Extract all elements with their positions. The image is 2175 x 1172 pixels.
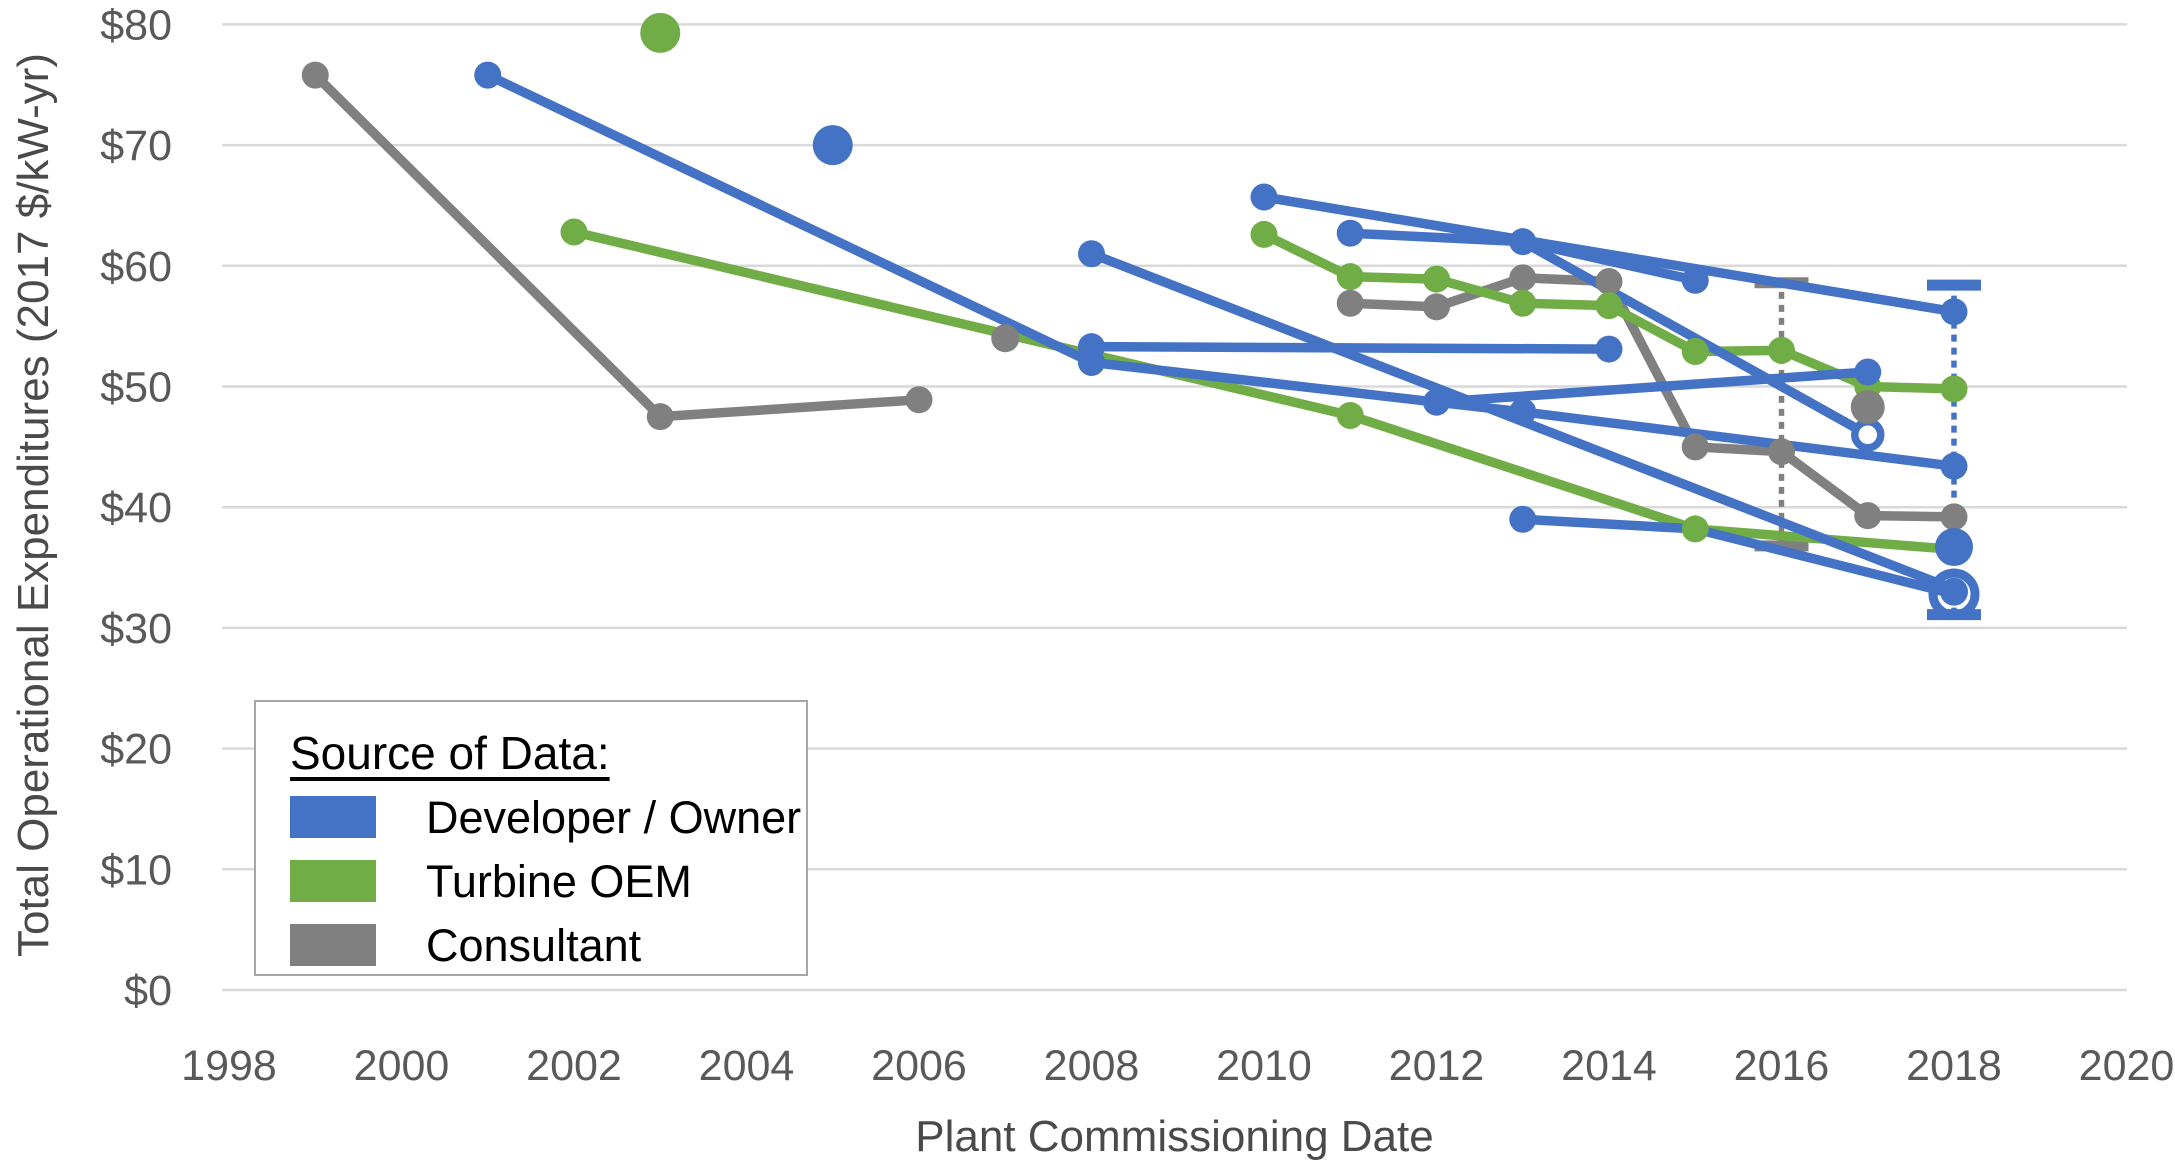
y-tick-label: $30	[100, 605, 172, 653]
data-point	[1595, 335, 1623, 363]
data-point	[640, 12, 681, 53]
data-point	[1681, 433, 1709, 461]
legend-swatch-developer-owner	[290, 796, 376, 838]
data-point	[1078, 240, 1105, 268]
y-tick-label: $10	[100, 846, 172, 894]
x-axis-title: Plant Commissioning Date	[915, 1112, 1434, 1161]
data-point	[1509, 264, 1537, 292]
data-point	[1423, 293, 1450, 321]
data-point	[1509, 228, 1537, 256]
data-point	[991, 324, 1020, 353]
data-point	[1509, 289, 1537, 317]
legend-label: Consultant	[426, 920, 642, 971]
data-line	[483, 70, 1097, 368]
data-line	[1086, 341, 1614, 354]
y-tick-label: $70	[100, 122, 172, 170]
x-tick-label: 2020	[2079, 1042, 2175, 1090]
data-point	[1423, 388, 1450, 416]
x-tick-label: 2008	[1044, 1042, 1140, 1090]
data-point	[1850, 390, 1885, 425]
y-axis-title: Total Operational Expenditures (2017 $/k…	[9, 52, 58, 958]
data-point	[1250, 183, 1278, 211]
x-tick-label: 2012	[1389, 1042, 1485, 1090]
data-point	[1940, 503, 1968, 531]
data-point	[1940, 298, 1968, 326]
data-point	[646, 403, 674, 431]
y-tick-label: $0	[124, 967, 172, 1015]
data-point	[1935, 528, 1973, 567]
data-point	[1336, 219, 1364, 247]
data-point	[1595, 267, 1623, 295]
data-point	[1423, 265, 1450, 293]
data-point	[1336, 289, 1364, 317]
data-point	[1681, 515, 1709, 543]
y-tick-label: $20	[100, 726, 172, 774]
data-line	[1259, 192, 1959, 317]
data-point	[1940, 577, 1968, 606]
x-tick-label: 2000	[354, 1042, 450, 1090]
y-tick-label: $60	[100, 243, 172, 291]
data-point	[1768, 438, 1795, 466]
x-tick-label: 1998	[181, 1042, 277, 1090]
x-tick-label: 2006	[871, 1042, 967, 1090]
data-point	[1078, 348, 1105, 376]
data-point	[1336, 401, 1364, 429]
data-point	[812, 125, 853, 166]
x-tick-label: 2002	[526, 1042, 622, 1090]
data-point	[1854, 358, 1882, 386]
legend-label: Turbine OEM	[426, 856, 692, 907]
data-point	[301, 61, 329, 89]
data-point	[1940, 452, 1968, 480]
legend-title: Source of Data:	[290, 727, 610, 779]
data-point	[1336, 263, 1364, 291]
data-line	[1345, 273, 1959, 522]
x-tick-label: 2004	[699, 1042, 795, 1090]
legend-swatch-consultant	[290, 924, 376, 966]
x-tick-label: 2014	[1561, 1042, 1657, 1090]
data-point	[1681, 266, 1709, 294]
data-point	[1681, 337, 1709, 365]
data-point	[1595, 292, 1623, 320]
y-tick-label: $40	[100, 484, 172, 532]
data-point	[1250, 220, 1278, 248]
data-point-open	[1851, 418, 1885, 452]
data-point	[474, 61, 502, 89]
x-tick-label: 2018	[1906, 1042, 2002, 1090]
x-tick-label: 2016	[1734, 1042, 1830, 1090]
y-tick-label: $50	[100, 364, 172, 412]
data-point	[1768, 336, 1795, 364]
legend: Source of Data: Developer / Owner Turbin…	[254, 700, 808, 976]
data-point	[905, 386, 933, 414]
data-point-ring	[1928, 568, 1980, 620]
x-tick-label: 2010	[1216, 1042, 1312, 1090]
y-tick-label: $80	[100, 1, 172, 49]
data-point	[1509, 505, 1537, 533]
data-point	[1854, 502, 1882, 530]
data-line	[1431, 367, 1873, 407]
data-point	[1509, 398, 1537, 426]
data-point	[560, 218, 588, 246]
data-point	[1940, 375, 1968, 403]
legend-swatch-turbine-oem	[290, 860, 376, 902]
legend-label: Developer / Owner	[426, 792, 802, 843]
